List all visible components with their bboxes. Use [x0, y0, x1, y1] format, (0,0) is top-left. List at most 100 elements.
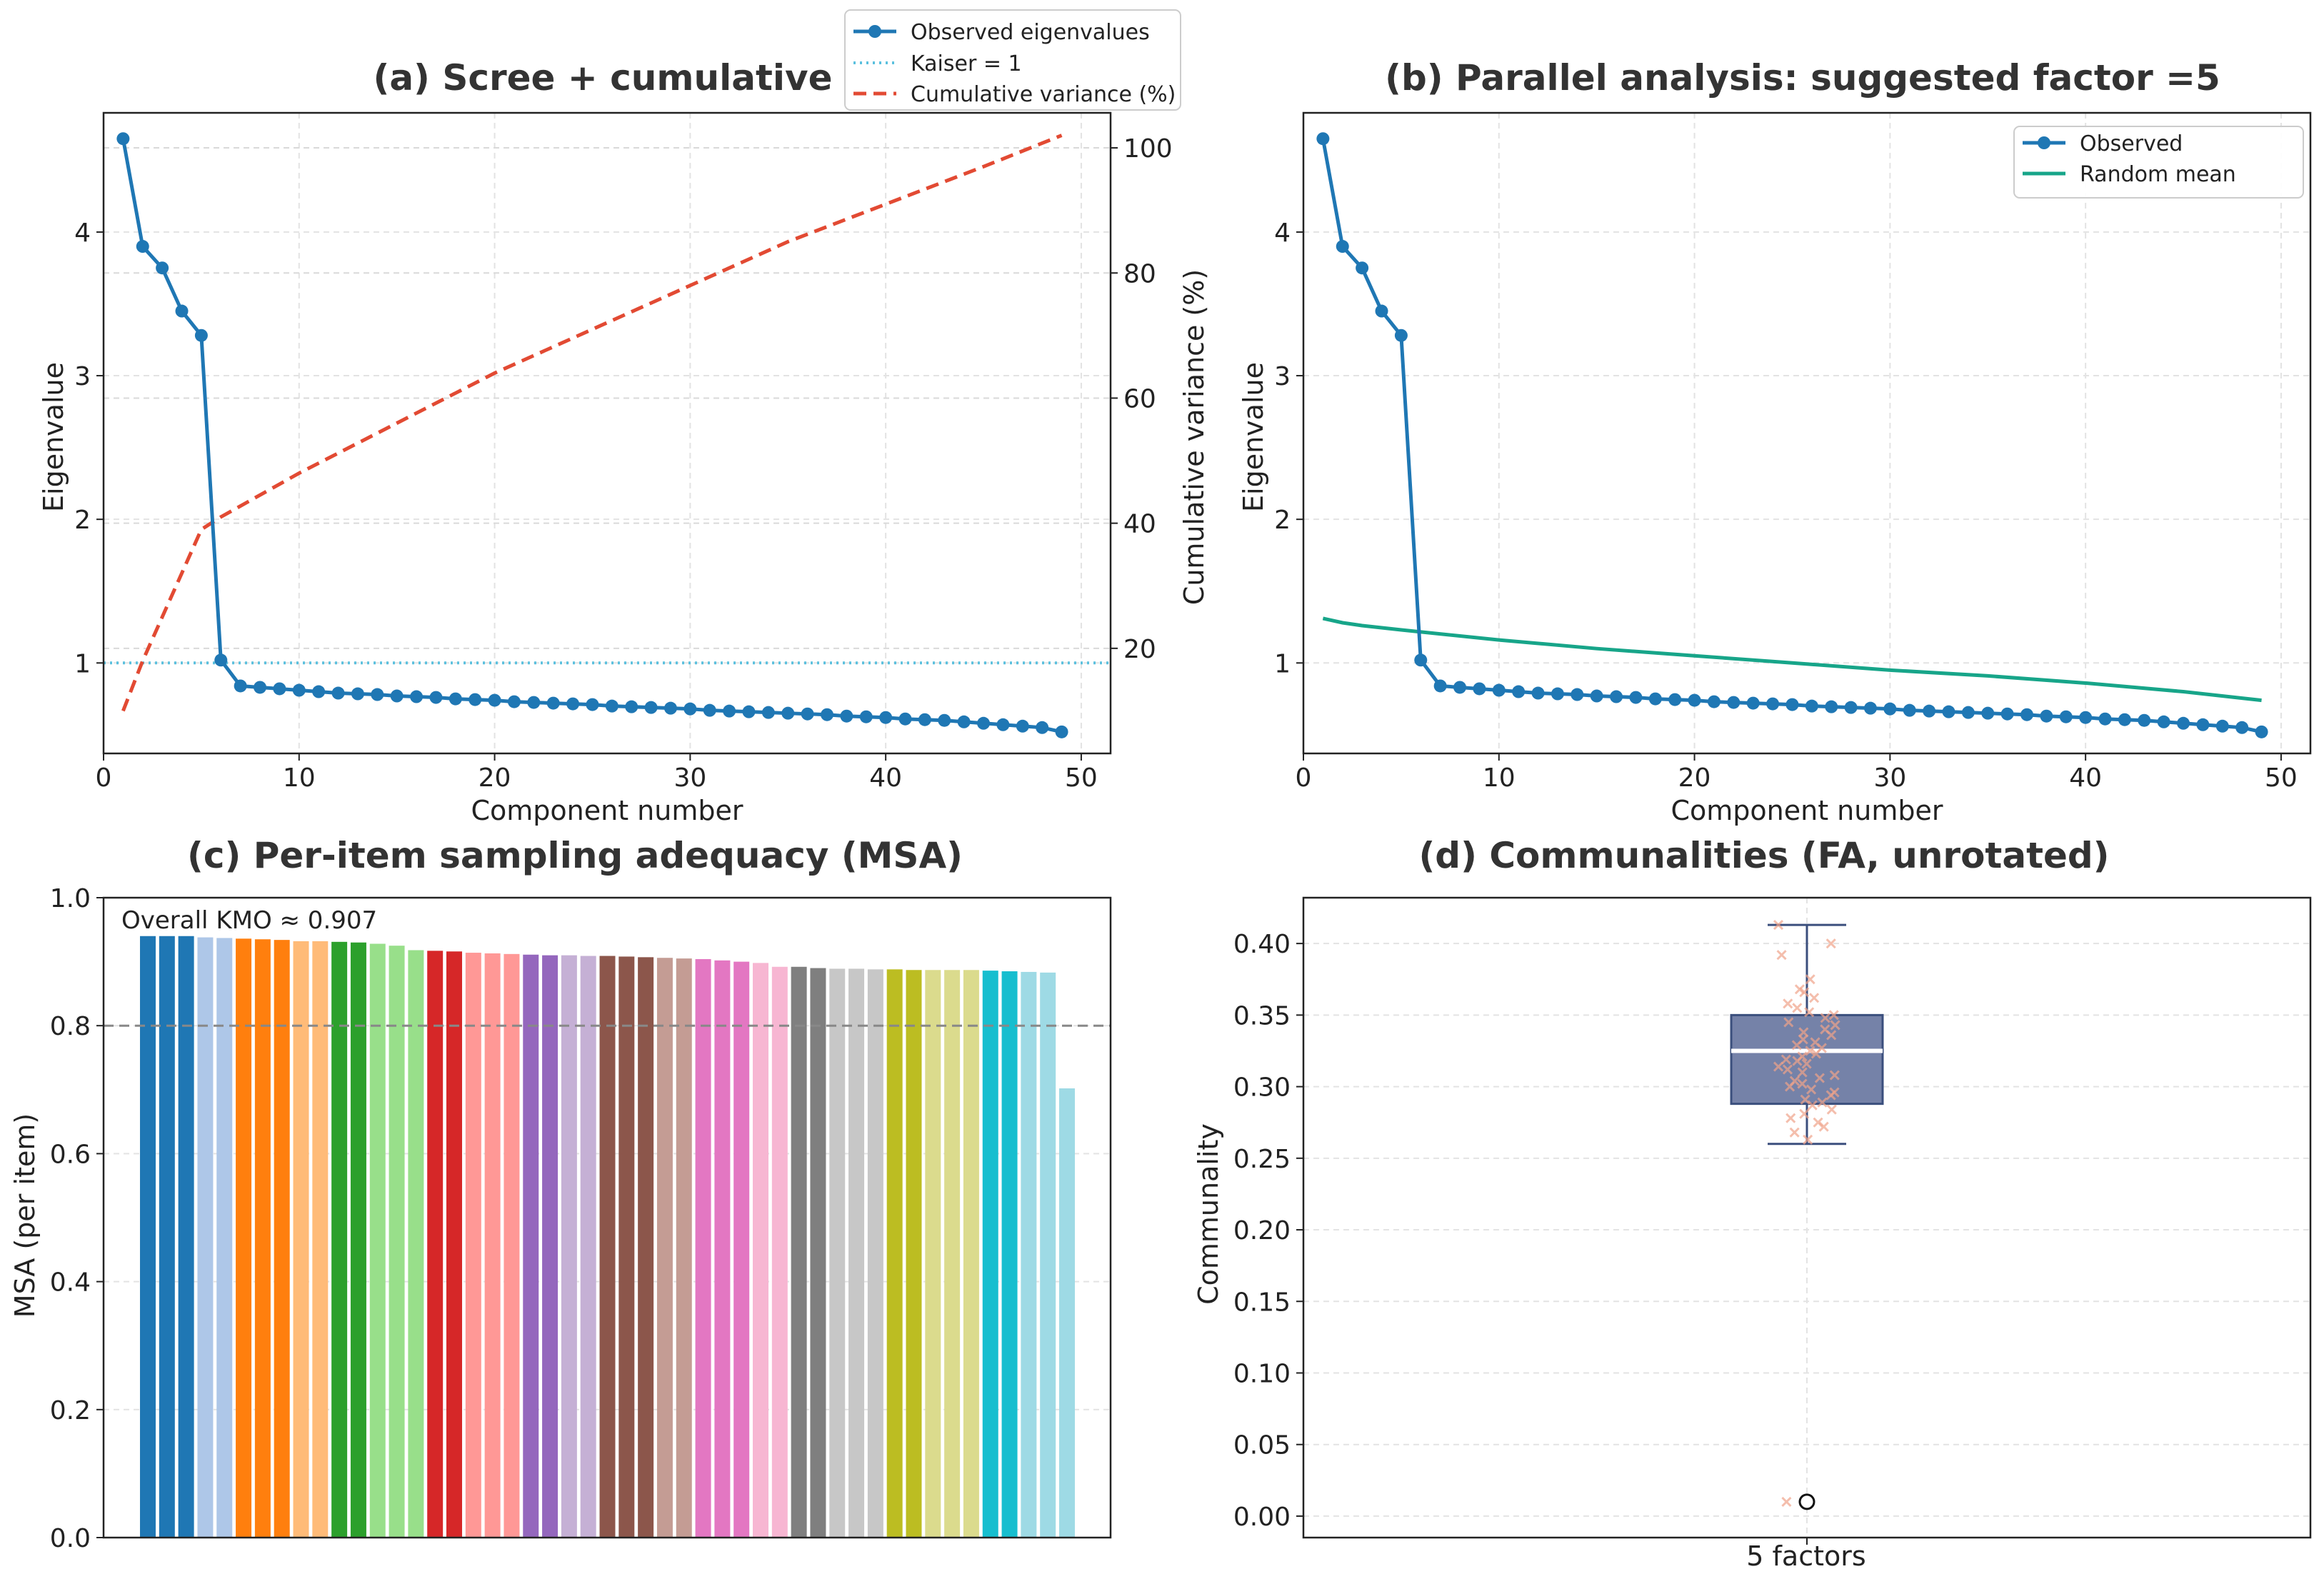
communality-point	[1789, 1127, 1800, 1138]
communality-point	[1817, 1097, 1828, 1108]
msa-bar	[695, 959, 711, 1538]
observed-point	[1055, 725, 1068, 738]
msa-bar	[944, 970, 961, 1538]
y-tick-label: 4	[1274, 219, 1291, 248]
point-stroke	[1794, 984, 1805, 995]
point-stroke	[1792, 1003, 1803, 1013]
y-tick-label: 0.00	[1233, 1503, 1291, 1532]
observed-point	[136, 240, 149, 254]
panel-a-xlabel: Component number	[471, 795, 743, 826]
y-tick-label: 0.20	[1233, 1216, 1291, 1245]
y-tick-label: 4	[74, 219, 91, 248]
panel-a-ylabel-right: Cumulative variance (%)	[1178, 269, 1210, 605]
y-tick-label: 1.0	[50, 884, 91, 913]
communality-point	[1826, 1030, 1837, 1041]
msa-bar	[561, 955, 577, 1538]
panel-b-marks	[1316, 132, 2268, 738]
panel-d-ticks: 0.00 0.05 0.10 0.15 0.20 0.25 0.30 0.35 0.40	[1233, 930, 1808, 1545]
msa-bar	[753, 963, 768, 1538]
communality-point	[1773, 920, 1784, 931]
msa-bar	[886, 969, 903, 1538]
observed-point	[859, 710, 873, 723]
communality-point	[1794, 984, 1805, 995]
observed-point	[1453, 681, 1467, 694]
msa-bar	[350, 942, 366, 1538]
msa-bar	[618, 956, 635, 1538]
communality-point	[1781, 1496, 1792, 1507]
msa-bar	[580, 956, 596, 1538]
msa-bar	[542, 955, 559, 1538]
observed-point	[1473, 682, 1486, 696]
point-stroke	[1805, 1046, 1815, 1056]
point-stroke	[1773, 1061, 1784, 1072]
observed-point	[644, 701, 658, 714]
observed-point	[1394, 329, 1408, 342]
msa-bar	[1040, 972, 1056, 1538]
communality-point	[1829, 1070, 1840, 1081]
legend-random-mean: Random mean	[2080, 162, 2236, 187]
observed-point	[390, 689, 404, 703]
panel-b-frame	[1302, 111, 2312, 755]
legend-observed-eigenvalues-marker	[868, 25, 881, 38]
point-stroke	[1820, 1013, 1830, 1023]
panel-a-scree-cumulative: 0 10 20 30 40 50 1 2 3 4 20 40 60 80 100 (a) Scree + c…	[38, 9, 1210, 826]
point-stroke	[1825, 1090, 1836, 1101]
observed-point	[1531, 686, 1545, 700]
communality-point	[1784, 1081, 1795, 1092]
point-stroke	[1797, 1067, 1808, 1078]
msa-bar	[714, 960, 731, 1538]
observed-point	[1746, 696, 1760, 710]
observed-point	[2196, 718, 2210, 731]
plot-area	[104, 113, 1111, 753]
observed-point	[1375, 304, 1388, 318]
observed-point	[1414, 653, 1428, 667]
x-tick-label: 10	[1483, 763, 1516, 793]
communality-point	[1825, 1090, 1836, 1101]
observed-point	[1981, 706, 1995, 720]
observed-point	[1961, 706, 1975, 719]
panel-a-title: (a) Scree + cumulative	[373, 57, 832, 99]
observed-point	[410, 690, 424, 703]
observed-point	[1036, 721, 1049, 734]
observed-point	[2177, 716, 2190, 730]
panel-b-legend: Observed Random mean	[2013, 126, 2304, 199]
observed-point	[1785, 698, 1799, 711]
observed-point	[371, 688, 384, 701]
point-stroke	[1810, 1037, 1820, 1048]
msa-bar	[484, 953, 501, 1538]
legend-observed-eigenvalues: Observed eigenvalues	[911, 20, 1150, 45]
observed-point	[1610, 690, 1623, 703]
point-stroke	[1803, 1134, 1813, 1145]
point-stroke	[1782, 1064, 1793, 1075]
panel-b-xlabel: Component number	[1671, 795, 1943, 826]
point-stroke	[1780, 1054, 1791, 1065]
point-stroke	[1829, 1070, 1840, 1081]
observed-point	[2040, 709, 2053, 723]
plot-area	[1303, 113, 2310, 753]
msa-bar	[599, 956, 616, 1538]
msa-bar	[274, 940, 290, 1538]
msa-bar	[982, 971, 998, 1538]
panel-a-ticks: 0 10 20 30 40 50 1 2 3 4 20 40 60 80 100	[74, 134, 1173, 793]
panel-b-title: (b) Parallel analysis: suggested factor …	[1385, 57, 2220, 99]
observed-point	[429, 691, 443, 704]
point-stroke	[1826, 1104, 1837, 1115]
random-mean-line	[1322, 616, 2262, 703]
communality-point	[1825, 938, 1836, 949]
observed-point	[840, 709, 853, 723]
point-stroke	[1814, 1073, 1825, 1083]
axes-frame	[102, 896, 1112, 1539]
point-stroke	[1806, 1084, 1817, 1095]
legend-cumulative-variance: Cumulative variance (%)	[911, 82, 1176, 107]
communality-point	[1828, 1010, 1839, 1021]
communality-point	[1818, 1121, 1829, 1132]
communality-point	[1801, 1058, 1812, 1069]
point-stroke	[1798, 1027, 1809, 1038]
observed-point	[1433, 679, 1447, 693]
x-tick-label: 0	[1296, 763, 1312, 793]
panel-b-ticks: 0 10 20 30 40 50 1 2 3 4	[1274, 219, 2298, 793]
x-tick-label: 40	[869, 763, 902, 793]
observed-point	[1336, 240, 1349, 254]
communality-point	[1799, 1108, 1810, 1119]
communality-point	[1792, 1056, 1803, 1066]
